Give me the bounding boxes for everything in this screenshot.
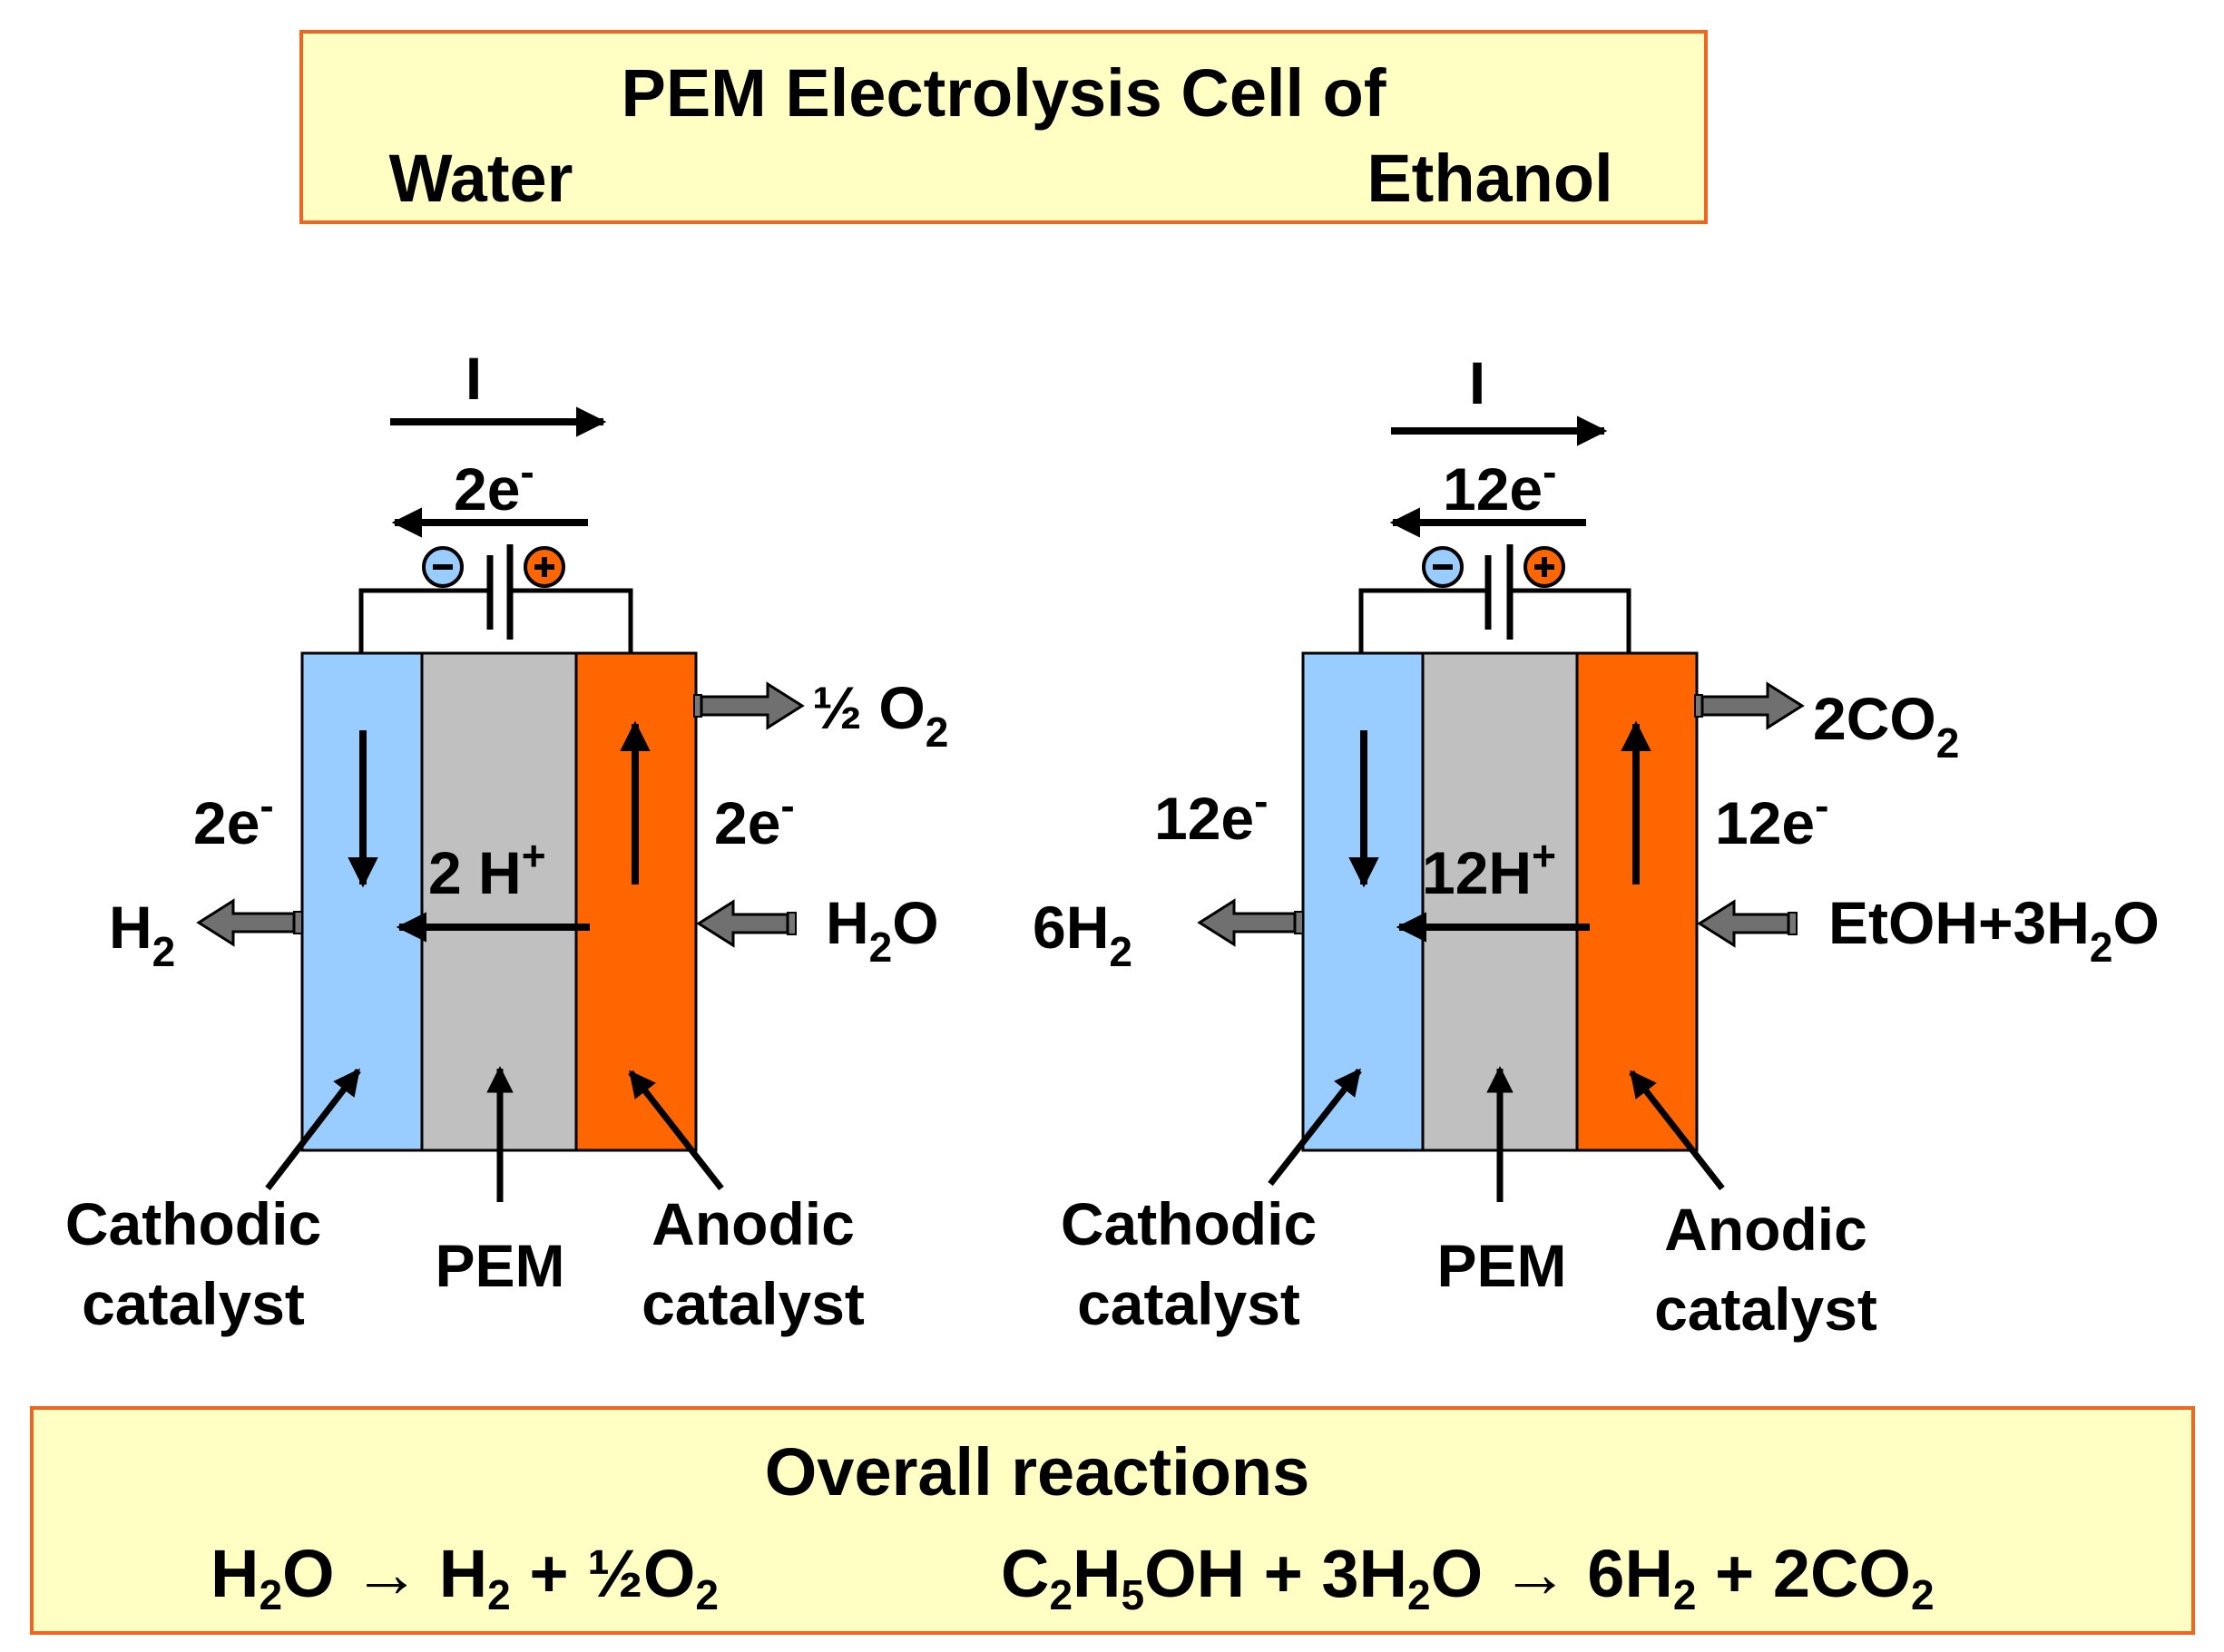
- water-anode-label-line1: Anodic: [652, 1190, 855, 1257]
- minus-circle-icon: [422, 546, 464, 588]
- ethanol-cathode-pointer: [1268, 1068, 1362, 1187]
- water-cell: I 2e-: [65, 345, 948, 1337]
- title-line: PEM Electrolysis Cell of: [621, 55, 1386, 131]
- water-electrons-top: 2e-: [454, 448, 534, 523]
- ethanol-feed-in-arrow-icon: [1697, 899, 1798, 948]
- water-membrane-label: PEM: [435, 1232, 564, 1299]
- title-box-background: [299, 30, 1708, 224]
- ethanol-cathode-label-line1: Cathodic: [1061, 1190, 1317, 1257]
- ethanol-anode-pointer: [1629, 1070, 1725, 1191]
- water-anode-label-line2: catalyst: [642, 1270, 865, 1337]
- ethanol-anode-label-line1: Anodic: [1664, 1196, 1867, 1263]
- water-oxygen-label: ½ O2: [812, 674, 948, 756]
- water-cathode-pointer: [265, 1068, 361, 1191]
- ethanol-cell: I 12e- 12H+: [1033, 349, 2160, 1343]
- ethanol-electrons-top: 12e-: [1443, 448, 1556, 523]
- ethanol-hydrogen-label: 6H2: [1033, 894, 1132, 975]
- ethanol-protons-label: 12H+: [1422, 832, 1556, 906]
- ethanol-membrane-label: PEM: [1436, 1232, 1566, 1299]
- water-cathode-label-line2: catalyst: [82, 1270, 305, 1337]
- water-anode-pointer: [628, 1070, 724, 1191]
- water-current-label: I: [465, 345, 482, 412]
- ethanol-electrons-left: 12e-: [1154, 777, 1268, 852]
- water-electrons-left: 2e-: [193, 782, 274, 856]
- water-oxygen-out-arrow-icon: [693, 681, 805, 730]
- minus-circle-icon: [1422, 546, 1464, 588]
- overall-box-background: [30, 1406, 2195, 1635]
- plus-circle-icon: [1523, 546, 1565, 588]
- ethanol-overall-reaction: C2H5OH + 3H2O → 6H2 + 2CO2: [1001, 1536, 1935, 1618]
- ethanol-cathode-label-line2: catalyst: [1077, 1270, 1300, 1337]
- title-ethanol: Ethanol: [1367, 141, 1612, 216]
- overall-reactions-box: Overall reactions H2O → H2 + ½O2 C2H5OH …: [30, 1406, 2195, 1635]
- water-protons-label: 2 H+: [428, 832, 546, 906]
- title-box: PEM Electrolysis Cell of Water Ethanol: [299, 30, 1708, 224]
- water-feed-label: H2O: [826, 889, 939, 971]
- ethanol-electrons-right: 12e-: [1715, 782, 1828, 856]
- ethanol-hydrogen-out-arrow-icon: [1197, 898, 1304, 947]
- water-hydrogen-label: H2: [109, 894, 175, 975]
- plus-circle-icon: [524, 546, 565, 588]
- water-cathode-layer: [300, 651, 424, 1152]
- overall-title: Overall reactions: [765, 1434, 1310, 1510]
- ethanol-current-label: I: [1469, 349, 1485, 416]
- ethanol-feed-label: EtOH+3H2O: [1828, 889, 2160, 971]
- ethanol-co2-out-arrow-icon: [1694, 681, 1805, 730]
- ethanol-co2-label: 2CO2: [1813, 685, 1959, 767]
- title-water: Water: [389, 141, 573, 216]
- ethanol-cathode-layer: [1301, 651, 1425, 1152]
- water-hydrogen-out-arrow-icon: [196, 898, 303, 947]
- water-feed-in-arrow-icon: [696, 899, 797, 948]
- water-electrons-right: 2e-: [714, 782, 795, 856]
- ethanol-power-source: [1358, 544, 1631, 653]
- ethanol-anode-label-line2: catalyst: [1654, 1276, 1877, 1343]
- water-cathode-label-line1: Cathodic: [65, 1190, 321, 1257]
- water-overall-reaction: H2O → H2 + ½O2: [211, 1536, 719, 1618]
- water-power-source: [358, 544, 633, 653]
